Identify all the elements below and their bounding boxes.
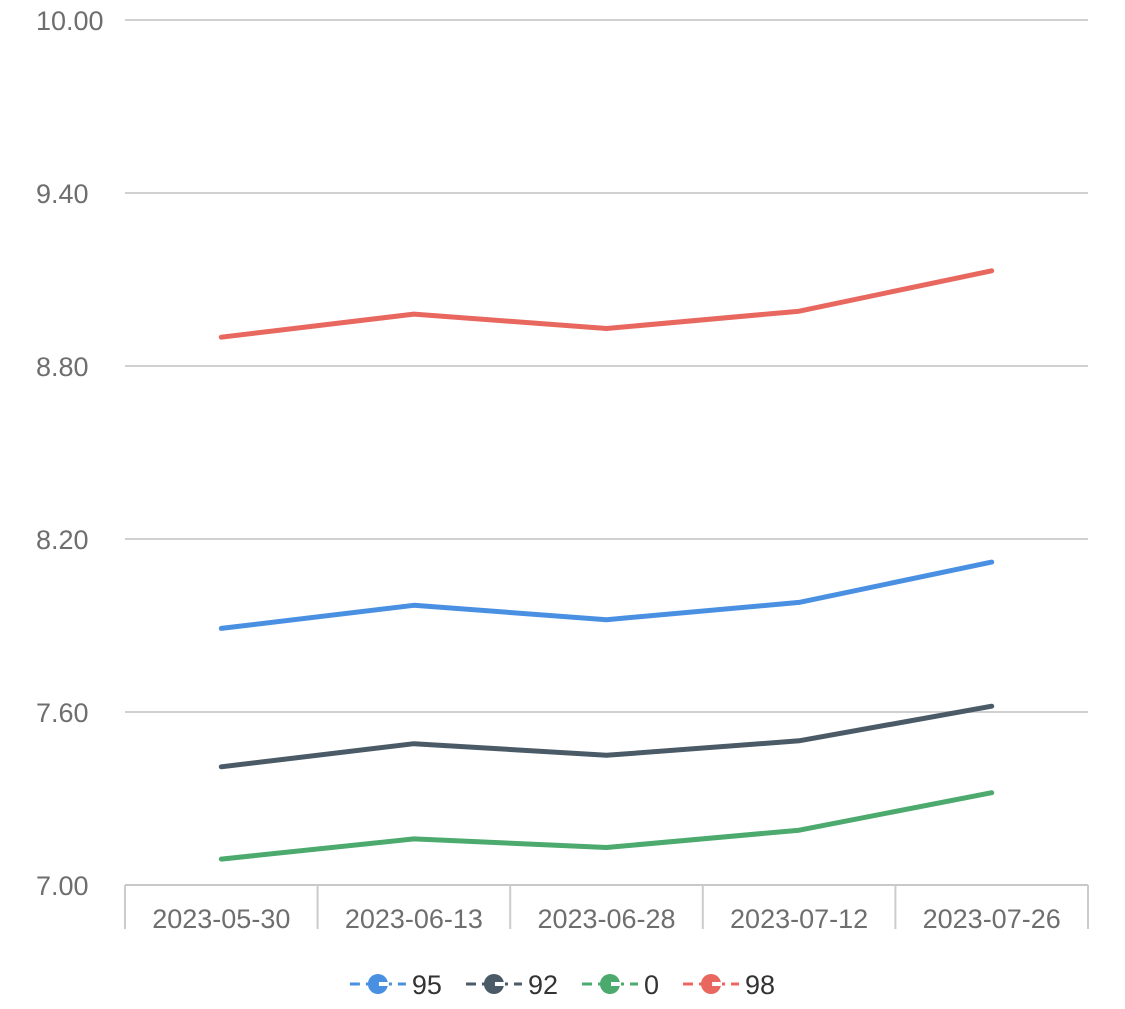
grid-lines [125,19,1088,886]
series-lines [218,268,995,862]
y-tick-label: 7.60 [36,698,89,728]
legend-marker-notch [378,982,389,986]
y-tick-label: 10.00 [36,6,104,36]
legend-item-95[interactable]: 95 [349,970,442,1000]
legend-item-98[interactable]: 98 [683,970,775,1000]
y-axis: 7.00 7.60 8.20 8.80 9.40 10.00 [36,6,104,901]
legend-label: 95 [412,970,442,1000]
legend-marker-notch [712,982,723,986]
legend-marker-icon [367,974,388,994]
x-tick-label: 2023-05-30 [152,904,290,934]
x-tick-label: 2023-07-12 [730,904,868,934]
x-tick-label: 2023-06-28 [537,904,675,934]
legend-label: 98 [745,970,775,1000]
y-tick-label: 7.00 [36,871,89,901]
x-tick-label: 2023-07-26 [923,904,1061,934]
legend-marker-notch [494,982,505,986]
legend-marker-icon [600,974,621,994]
y-tick-label: 9.40 [36,179,89,209]
legend-marker-notch [611,982,622,986]
series-line-98[interactable] [218,268,995,340]
legend-label: 0 [644,970,659,1000]
y-tick-label: 8.80 [36,352,89,382]
series-line-92[interactable] [218,703,995,770]
legend-marker-icon [483,974,504,994]
series-line-95[interactable] [218,559,995,631]
x-tick-label: 2023-06-13 [345,904,483,934]
legend-item-0[interactable]: 0 [582,970,659,1000]
legend-label: 92 [528,970,558,1000]
series-line-0[interactable] [218,790,995,862]
legend-marker-icon [701,974,722,994]
y-tick-label: 8.20 [36,525,89,555]
legend-item-92[interactable]: 92 [465,970,558,1000]
x-axis: 2023-05-30 2023-06-13 2023-06-28 2023-07-12… [124,885,1089,934]
legend[interactable]: 95 92 0 98 [349,970,775,1000]
